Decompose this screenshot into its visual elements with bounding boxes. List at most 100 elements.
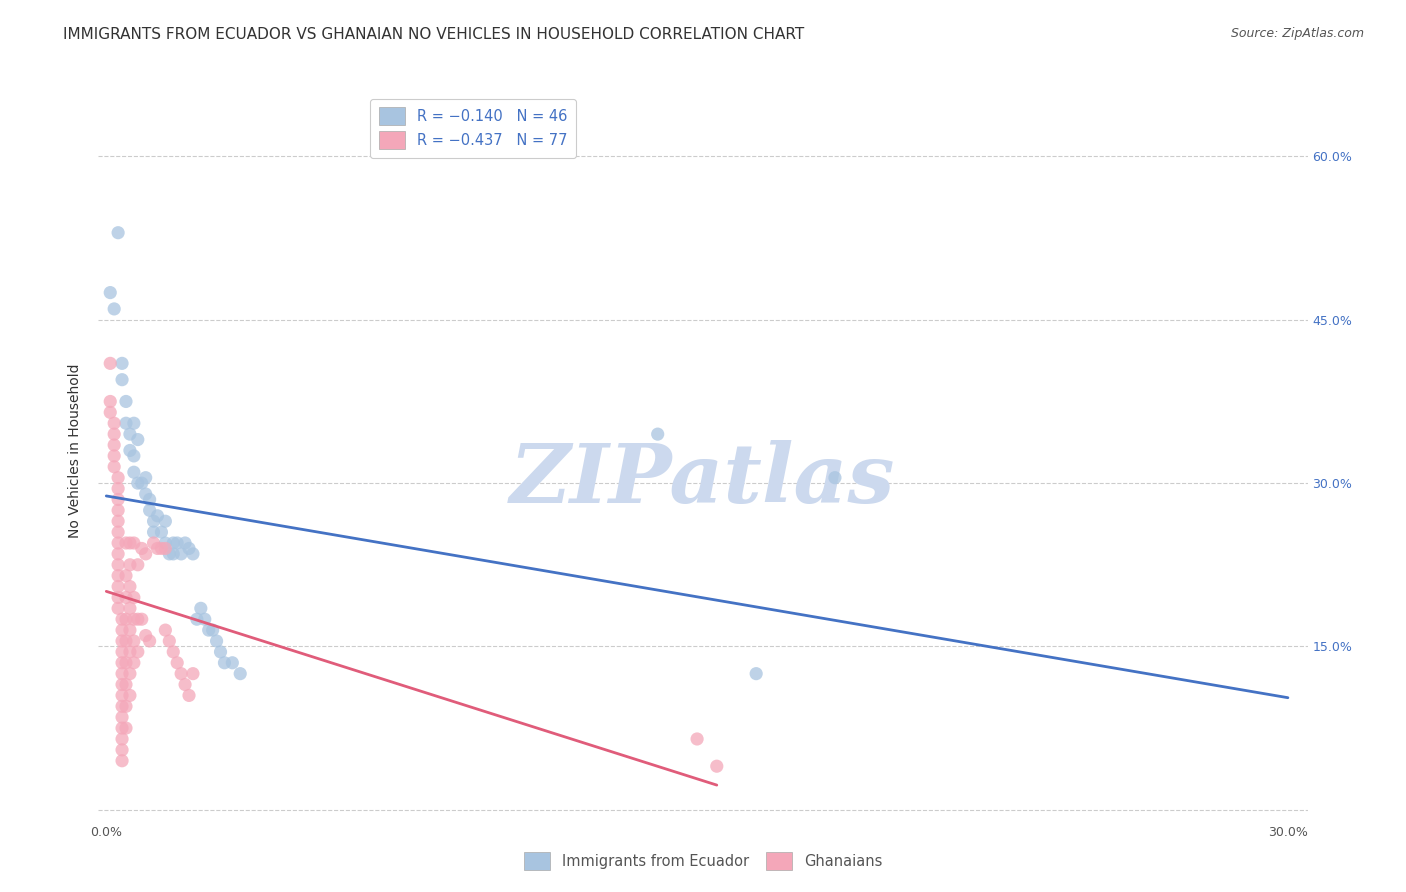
- Point: [155, 514, 177, 528]
- Point: [111, 677, 134, 691]
- Point: [115, 568, 138, 582]
- Text: ZIPatlas: ZIPatlas: [510, 440, 896, 520]
- Point: [157, 634, 180, 648]
- Point: [155, 536, 177, 550]
- Point: [157, 547, 180, 561]
- Text: Source: ZipAtlas.com: Source: ZipAtlas.com: [1230, 27, 1364, 40]
- Point: [103, 438, 125, 452]
- Point: [111, 743, 134, 757]
- Point: [194, 612, 217, 626]
- Point: [135, 628, 157, 642]
- Point: [118, 666, 141, 681]
- Point: [146, 541, 169, 556]
- Point: [174, 677, 197, 691]
- Point: [122, 634, 145, 648]
- Point: [111, 373, 134, 387]
- Point: [118, 580, 141, 594]
- Point: [111, 656, 134, 670]
- Point: [98, 285, 121, 300]
- Point: [197, 623, 219, 637]
- Point: [98, 356, 121, 370]
- Point: [135, 487, 157, 501]
- Point: [118, 536, 141, 550]
- Point: [111, 612, 134, 626]
- Point: [107, 492, 129, 507]
- Y-axis label: No Vehicles in Household: No Vehicles in Household: [69, 363, 83, 538]
- Point: [122, 449, 145, 463]
- Point: [111, 754, 134, 768]
- Point: [131, 476, 153, 491]
- Point: [118, 558, 141, 572]
- Point: [138, 634, 160, 648]
- Point: [107, 547, 129, 561]
- Point: [162, 645, 184, 659]
- Point: [205, 634, 228, 648]
- Point: [107, 591, 129, 605]
- Point: [155, 541, 177, 556]
- Point: [107, 514, 129, 528]
- Point: [181, 547, 204, 561]
- Point: [122, 612, 145, 626]
- Point: [118, 689, 141, 703]
- Point: [162, 547, 184, 561]
- Point: [166, 536, 188, 550]
- Point: [142, 536, 165, 550]
- Point: [127, 476, 149, 491]
- Point: [118, 443, 141, 458]
- Point: [115, 721, 138, 735]
- Point: [170, 666, 193, 681]
- Point: [177, 541, 200, 556]
- Point: [107, 471, 129, 485]
- Point: [706, 759, 728, 773]
- Point: [107, 482, 129, 496]
- Point: [103, 449, 125, 463]
- Point: [115, 634, 138, 648]
- Point: [115, 677, 138, 691]
- Point: [127, 612, 149, 626]
- Point: [174, 536, 197, 550]
- Point: [170, 547, 193, 561]
- Point: [162, 536, 184, 550]
- Point: [127, 645, 149, 659]
- Point: [122, 465, 145, 479]
- Point: [103, 427, 125, 442]
- Point: [122, 656, 145, 670]
- Legend: R = −0.140   N = 46, R = −0.437   N = 77: R = −0.140 N = 46, R = −0.437 N = 77: [370, 99, 576, 158]
- Point: [177, 689, 200, 703]
- Point: [98, 405, 121, 419]
- Point: [745, 666, 768, 681]
- Point: [127, 558, 149, 572]
- Point: [107, 568, 129, 582]
- Point: [118, 427, 141, 442]
- Point: [111, 356, 134, 370]
- Point: [166, 656, 188, 670]
- Point: [111, 645, 134, 659]
- Point: [98, 394, 121, 409]
- Point: [135, 547, 157, 561]
- Point: [150, 525, 173, 540]
- Point: [221, 656, 243, 670]
- Point: [686, 731, 709, 746]
- Point: [107, 580, 129, 594]
- Point: [107, 536, 129, 550]
- Point: [111, 689, 134, 703]
- Point: [103, 301, 125, 316]
- Point: [138, 492, 160, 507]
- Point: [111, 666, 134, 681]
- Point: [111, 623, 134, 637]
- Point: [103, 459, 125, 474]
- Point: [115, 416, 138, 430]
- Point: [115, 699, 138, 714]
- Point: [201, 623, 224, 637]
- Point: [229, 666, 252, 681]
- Point: [135, 471, 157, 485]
- Point: [214, 656, 236, 670]
- Point: [142, 514, 165, 528]
- Point: [146, 508, 169, 523]
- Point: [111, 721, 134, 735]
- Point: [115, 612, 138, 626]
- Point: [122, 536, 145, 550]
- Point: [107, 601, 129, 615]
- Point: [186, 612, 208, 626]
- Point: [824, 471, 846, 485]
